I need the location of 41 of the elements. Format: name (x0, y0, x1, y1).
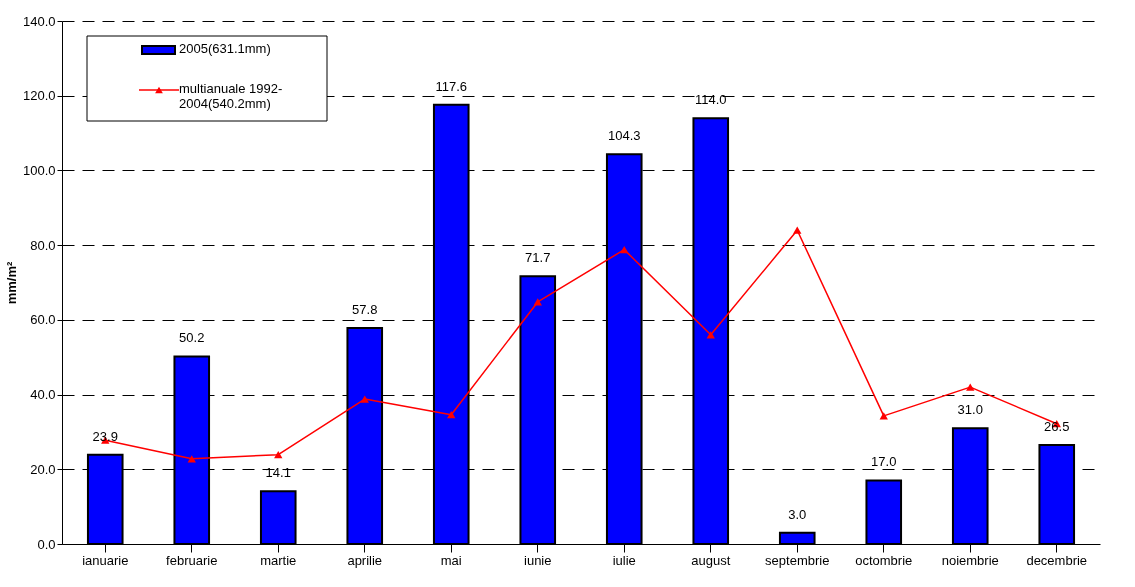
point (533, 298, 542, 306)
data-label: 26.5 (1044, 419, 1070, 434)
x-tick-label: iunie (524, 552, 552, 568)
y-tick-label: 60.0 (30, 312, 56, 328)
point (706, 331, 715, 339)
data-label: 71.7 (525, 250, 551, 266)
y-tick-label: 20.0 (30, 461, 56, 477)
y-tick-label: 140.0 (22, 13, 56, 29)
x-tick-label: decembrie (1026, 552, 1088, 568)
x-tick-label: aprilie (347, 552, 383, 568)
x-tick-label: noiembrie (941, 552, 999, 568)
x-tick-label: martie (260, 552, 297, 568)
data-label: 31.0 (957, 402, 983, 418)
data-label: 3.0 (788, 506, 807, 522)
legend-label: multianuale 1992- 2004(540.2mm) (179, 81, 283, 111)
y-tick-label: 0.0 (37, 536, 56, 552)
point (360, 395, 369, 403)
data-label: 50.2 (179, 330, 205, 346)
x-tick-label: octombrie (855, 552, 913, 568)
point (620, 246, 629, 254)
data-label: 57.8 (352, 302, 378, 318)
data-label: 17.0 (871, 454, 897, 470)
point (966, 383, 975, 391)
point (793, 226, 802, 234)
data-label: 104.3 (607, 128, 641, 144)
point (447, 411, 456, 419)
x-tick-label: ianuarie (82, 552, 129, 568)
x-tick-label: mai (440, 552, 462, 568)
x-tick-label: august (691, 552, 731, 568)
y-tick-label: 100.0 (22, 162, 56, 178)
point (274, 451, 283, 459)
data-label: 23.9 (92, 428, 118, 444)
y-tick-label: 40.0 (30, 387, 56, 403)
y-axis-title: mm/m² (3, 261, 19, 305)
x-tick-label: iulie (612, 552, 636, 568)
x-tick-label: februarie (166, 552, 218, 568)
legend-label: 2005(631.1mm) (179, 41, 271, 56)
y-tick-label: 120.0 (22, 88, 56, 104)
x-tick-label: septembrie (765, 552, 830, 568)
data-label: 117.6 (435, 78, 468, 94)
y-tick-label: 80.0 (30, 237, 56, 253)
